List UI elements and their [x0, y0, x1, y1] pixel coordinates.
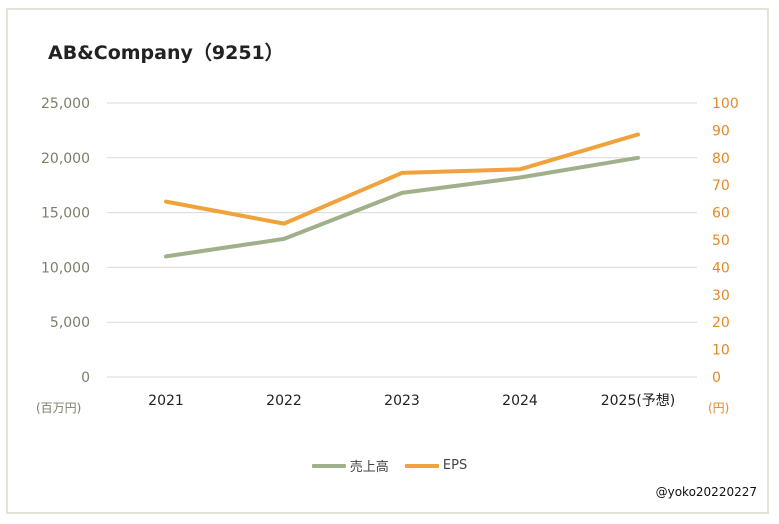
- y-left-unit: (百万円): [36, 401, 81, 415]
- legend-item-sales: 売上高: [311, 456, 389, 475]
- y-right-tick-label: 0: [712, 370, 721, 386]
- legend-swatch-eps: [404, 463, 439, 468]
- y-left-tick-label: 15,000: [41, 206, 90, 222]
- y-right-tick-label: 10: [712, 343, 730, 359]
- legend-swatch-sales: [311, 463, 346, 468]
- x-tick-label: 2021: [148, 393, 184, 409]
- y-right-tick-label: 90: [712, 123, 730, 139]
- x-tick-label: 2022: [266, 393, 302, 409]
- legend-label-eps: EPS: [442, 458, 468, 473]
- y-right-tick-label: 20: [712, 315, 730, 331]
- series-line-eps: [164, 132, 640, 226]
- y-right-tick-label: 70: [712, 178, 730, 194]
- y-right-tick-label: 30: [712, 288, 730, 304]
- legend: 売上高 EPS: [0, 456, 779, 475]
- legend-item-eps: EPS: [404, 458, 468, 473]
- x-tick-label: 2023: [384, 393, 420, 409]
- x-tick-label: 2024: [502, 393, 538, 409]
- y-left-tick-label: 10,000: [41, 260, 90, 276]
- y-right-tick-label: 40: [712, 260, 730, 276]
- legend-label-sales: 売上高: [349, 460, 389, 475]
- y-right-tick-label: 60: [712, 206, 730, 222]
- chart-frame: [6, 8, 769, 514]
- y-right-tick-label: 80: [712, 151, 730, 167]
- credit-text: @yoko20220227: [655, 485, 757, 499]
- x-tick-label: 2025(予想): [601, 393, 676, 409]
- series-line-sales: [164, 155, 640, 259]
- y-left-tick-label: 25,000: [41, 96, 90, 112]
- y-right-unit: (円): [708, 401, 729, 415]
- y-right-tick-label: 50: [712, 233, 730, 249]
- y-left-tick-label: 0: [81, 370, 90, 386]
- y-left-tick-label: 20,000: [41, 151, 90, 167]
- y-right-tick-label: 100: [712, 96, 739, 112]
- y-left-tick-label: 5,000: [50, 315, 90, 331]
- chart-title: AB&Company（9251）: [48, 42, 284, 64]
